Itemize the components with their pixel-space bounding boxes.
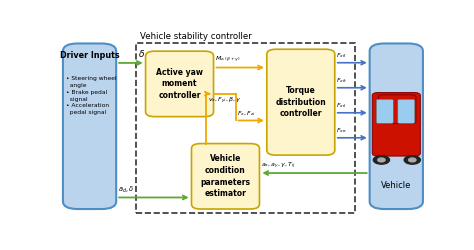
Text: $M_{z,(\beta+\gamma)}$: $M_{z,(\beta+\gamma)}$	[215, 55, 241, 65]
FancyBboxPatch shape	[146, 51, 213, 116]
FancyBboxPatch shape	[63, 44, 116, 209]
Text: • Steering wheel
  angle
• Brake pedal
  signal
• Acceleration
  pedal signal: • Steering wheel angle • Brake pedal sig…	[66, 76, 117, 115]
FancyBboxPatch shape	[372, 92, 420, 156]
FancyBboxPatch shape	[376, 99, 393, 124]
Circle shape	[374, 156, 390, 164]
Text: $a_d, \delta$: $a_d, \delta$	[118, 184, 134, 194]
Circle shape	[409, 158, 416, 162]
Text: Vehicle: Vehicle	[381, 181, 411, 190]
FancyBboxPatch shape	[267, 49, 335, 155]
Text: Driver Inputs: Driver Inputs	[60, 51, 119, 60]
Circle shape	[404, 156, 420, 164]
Text: Active yaw
moment
controller: Active yaw moment controller	[156, 68, 203, 100]
Text: Vehicle
condition
parameters
estimator: Vehicle condition parameters estimator	[201, 154, 250, 198]
FancyBboxPatch shape	[398, 99, 415, 124]
Text: $\delta$: $\delta$	[138, 48, 146, 59]
Text: $F_{xrr}$: $F_{xrr}$	[336, 126, 348, 135]
Text: $F_{xfr}$: $F_{xfr}$	[336, 76, 348, 85]
Text: $F_x, F_{zi}$: $F_x, F_{zi}$	[237, 109, 256, 118]
FancyBboxPatch shape	[370, 44, 423, 209]
Circle shape	[378, 158, 385, 162]
FancyBboxPatch shape	[191, 144, 259, 209]
Bar	[137, 44, 355, 213]
Text: $a_x, a_y, \gamma, T_{ij}$: $a_x, a_y, \gamma, T_{ij}$	[261, 160, 296, 171]
Text: $v_x, F_{yi}, \beta, \gamma$: $v_x, F_{yi}, \beta, \gamma$	[208, 96, 242, 106]
FancyBboxPatch shape	[378, 95, 416, 124]
Text: $F_{xrl}$: $F_{xrl}$	[336, 101, 347, 110]
Text: Torque
distribution
controller: Torque distribution controller	[275, 86, 326, 118]
Text: $F_{xfl}$: $F_{xfl}$	[336, 51, 347, 60]
Text: Vehicle stability controller: Vehicle stability controller	[140, 32, 252, 40]
